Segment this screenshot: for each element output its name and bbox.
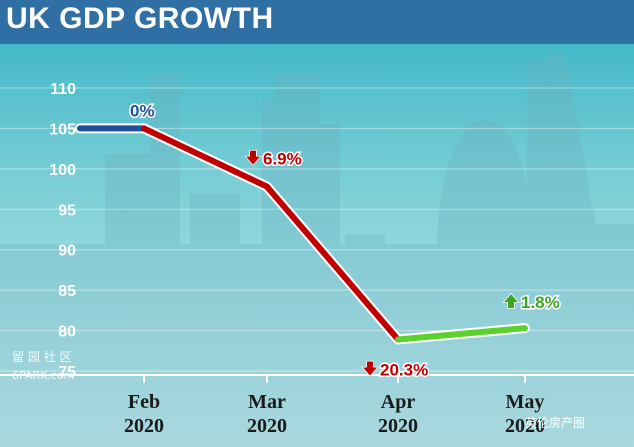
- watermark-left-line2: 6PARK.com: [12, 369, 75, 382]
- growth-label: 0%: [130, 101, 155, 120]
- y-tick-label: 110: [50, 81, 76, 98]
- x-tick-label: May 2020: [505, 391, 545, 437]
- y-tick-label: 85: [58, 283, 76, 300]
- x-tick-label: Mar 2020: [247, 391, 287, 437]
- y-tick-label: 90: [58, 243, 76, 260]
- watermark-right: 英伦房产圈: [525, 416, 586, 430]
- growth-label: 6.9%: [263, 150, 302, 169]
- y-tick-label: 105: [49, 121, 76, 138]
- series-segment: [141, 125, 270, 190]
- y-tick-label: 100: [49, 162, 76, 179]
- growth-label: 1.8%: [521, 293, 560, 312]
- y-tick-label: 95: [58, 202, 76, 219]
- y-tick-label: 80: [58, 324, 76, 341]
- series-segment: [264, 183, 401, 343]
- x-tick-label: Feb 2020: [124, 391, 164, 437]
- gridlines: [0, 87, 634, 372]
- growth-annotations: 0% 6.9% 20.3% 1.8%: [129, 100, 562, 381]
- arrow-down-icon: [244, 149, 262, 166]
- header-bar: UK GDP GROWTH: [0, 0, 634, 44]
- watermark-left-line1: 留 园 社 区: [12, 350, 72, 364]
- gdp-series: [75, 123, 530, 345]
- x-axis: Feb 2020 Mar 2020 Apr 2020 May 2020: [0, 374, 634, 437]
- chart-title: UK GDP GROWTH: [6, 2, 274, 35]
- y-axis: 75 80 85 90 95 100 105 110: [49, 81, 76, 381]
- series-segment: [395, 325, 528, 343]
- growth-label: 20.3%: [380, 360, 428, 379]
- gdp-line-chart: 75 80 85 90 95 100 105 110 Feb 2020 Mar 2020 Apr 202…: [0, 44, 634, 447]
- arrow-up-icon: [502, 293, 520, 309]
- x-tick-label: Apr 2020: [378, 391, 418, 437]
- y-tick-label: 75: [58, 364, 76, 381]
- arrow-down-icon: [361, 360, 379, 377]
